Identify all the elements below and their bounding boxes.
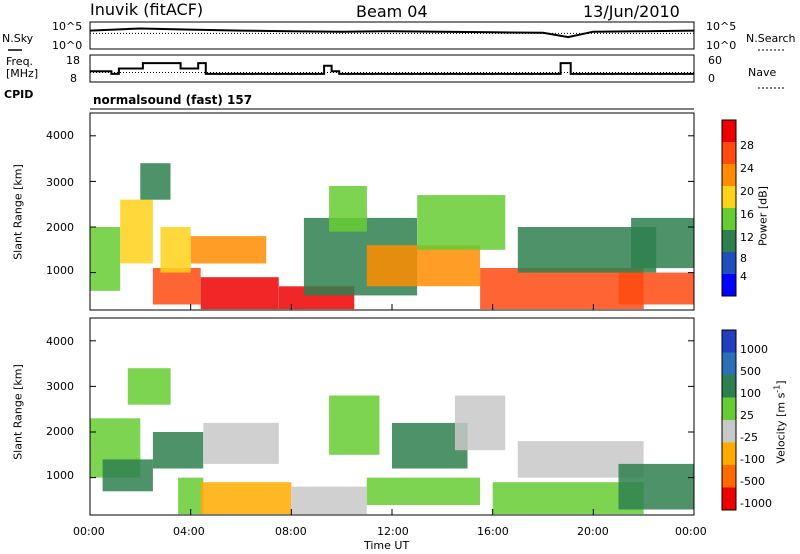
velocity-colorbar-swatch-2 — [722, 442, 736, 465]
power-colorbar-swatch-6 — [722, 142, 736, 164]
power-cbar-tick-4: 4 — [740, 270, 747, 283]
freq-unit-label: [MHz] — [6, 67, 39, 80]
power-cbar-tick-12: 12 — [740, 231, 754, 244]
power-cbar-tick-8: 8 — [740, 252, 747, 265]
velocity-region-14 — [618, 463, 694, 510]
velocity-colorbar-swatch-4 — [722, 397, 736, 420]
nsky-series-line — [89, 27, 695, 39]
nsky-label: N.Sky — [2, 32, 34, 45]
freq-tick-top: 18 — [66, 54, 80, 67]
power-region-4 — [160, 227, 191, 273]
power-region-2 — [140, 163, 171, 200]
velocity-region-2 — [127, 368, 171, 405]
velocity-cbar-tick-neg500: -500 — [740, 475, 765, 488]
power-colorbar-swatch-2 — [722, 230, 736, 252]
xtick-2000: 20:00 — [577, 525, 609, 538]
power-region-3 — [152, 268, 201, 305]
cpid-value: normalsound (fast) 157 — [93, 93, 253, 107]
power-colorbar-swatch-5 — [722, 164, 736, 186]
xtick-0400: 04:00 — [173, 525, 205, 538]
velocity-cbar-tick-neg1000: -1000 — [740, 497, 772, 510]
xaxis-label: Time UT — [364, 539, 410, 552]
power-region-10 — [366, 245, 481, 287]
nave-label: Nave — [748, 66, 777, 79]
power-cbar-tick-16: 16 — [740, 208, 754, 221]
power-region-1 — [120, 199, 153, 264]
velocity-colorbar-swatch-3 — [722, 420, 736, 443]
velocity-region-3 — [152, 432, 204, 469]
velocity-region-5 — [200, 482, 292, 515]
velocity-region-9 — [366, 477, 481, 505]
velocity-cbar-tick-25: 25 — [740, 409, 754, 422]
freq-tick-bottom: 8 — [70, 72, 77, 85]
xtick-1200: 12:00 — [377, 525, 409, 538]
nsky-tick-bottom: 10^0 — [52, 39, 83, 52]
velocity-ytick-3000: 3000 — [46, 380, 74, 393]
velocity-region-8 — [329, 395, 380, 455]
power-ytick-2000: 2000 — [46, 221, 74, 234]
freq-series-line — [90, 62, 694, 75]
velocity-cbar-tick-500: 500 — [740, 365, 761, 378]
power-colorbar-swatch-7 — [722, 120, 736, 142]
velocity-region-7 — [291, 486, 367, 515]
nave-tick-top: 60 — [708, 54, 722, 67]
velocity-colorbar-swatch-5 — [722, 375, 736, 398]
nsearch-label: N.Search — [746, 32, 796, 45]
nsearch-tick-bottom: 10^0 — [706, 39, 737, 52]
power-region-9 — [329, 186, 367, 232]
xtick-0800: 08:00 — [275, 525, 307, 538]
power-colorbar-swatch-4 — [722, 186, 736, 208]
velocity-cbar-tick-100: 100 — [740, 387, 761, 400]
nave-tick-bottom: 0 — [708, 72, 715, 85]
xtick-0000: 00:00 — [73, 525, 105, 538]
power-region-12 — [480, 268, 644, 309]
velocity-colorbar-swatch-0 — [722, 487, 736, 510]
xtick-2400: 00:00 — [675, 525, 707, 538]
date-title: 13/Jun/2010 — [583, 2, 680, 21]
station-title: Inuvik (fitACF) — [90, 0, 204, 19]
velocity-region-4 — [178, 477, 204, 515]
freq-panel-frame — [89, 54, 695, 83]
velocity-colorbar-swatch-1 — [722, 465, 736, 488]
power-region-11 — [417, 195, 506, 250]
nsearch-tick-top: 10^5 — [706, 20, 737, 33]
velocity-ytick-2000: 2000 — [46, 425, 74, 438]
power-region-0 — [90, 227, 121, 291]
power-cbar-tick-24: 24 — [740, 162, 754, 175]
power-colorbar-swatch-0 — [722, 274, 736, 296]
power-colorbar-frame — [721, 119, 737, 297]
power-cbar-tick-20: 20 — [740, 185, 754, 198]
power-ytick-1000: 1000 — [46, 264, 74, 277]
cpid-label: CPID — [4, 88, 34, 101]
velocity-colorbar-swatch-7 — [722, 330, 736, 353]
power-cbar-tick-28: 28 — [740, 139, 754, 152]
power-ytick-3000: 3000 — [46, 176, 74, 189]
velocity-cbar-tick-neg100: -100 — [740, 453, 765, 466]
velocity-region-6 — [203, 422, 279, 464]
power-region-15 — [631, 217, 694, 269]
velocity-colorbar-swatch-6 — [722, 352, 736, 375]
power-region-5 — [190, 236, 267, 264]
xtick-1600: 16:00 — [477, 525, 509, 538]
power-colorbar-swatch-3 — [722, 208, 736, 230]
velocity-ytick-4000: 4000 — [46, 335, 74, 348]
power-region-6 — [200, 277, 279, 310]
velocity-region-1 — [102, 459, 153, 492]
power-colorbar-swatch-1 — [722, 252, 736, 274]
power-region-14 — [618, 272, 694, 305]
freq-label: Freq. — [6, 55, 34, 68]
velocity-ytick-1000: 1000 — [46, 469, 74, 482]
nsky-tick-top: 10^5 — [52, 20, 83, 33]
velocity-cbar-tick-neg25: -25 — [740, 431, 758, 444]
velocity-cbar-tick-1000: 1000 — [740, 343, 768, 356]
velocity-region-11 — [454, 395, 506, 451]
beam-title: Beam 04 — [356, 2, 428, 21]
noise-panel-frame — [89, 21, 695, 50]
velocity-colorbar-frame — [721, 329, 737, 511]
power-ytick-4000: 4000 — [46, 129, 74, 142]
